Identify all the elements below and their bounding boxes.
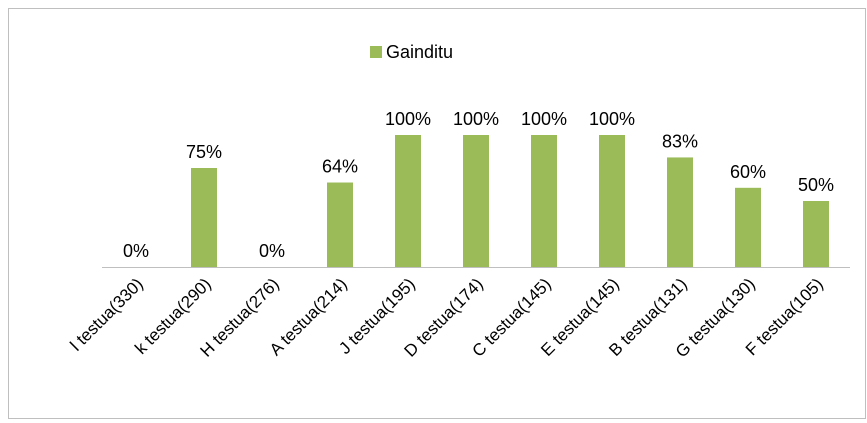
bar	[191, 168, 217, 267]
data-label: 60%	[730, 162, 766, 182]
data-label: 100%	[521, 109, 567, 129]
bar	[667, 157, 693, 267]
data-label: 100%	[453, 109, 499, 129]
bar	[599, 135, 625, 267]
data-label: 0%	[259, 241, 285, 261]
bar	[327, 182, 353, 267]
bar	[395, 135, 421, 267]
data-label: 100%	[589, 109, 635, 129]
legend-label: Gainditu	[386, 42, 453, 62]
data-label: 83%	[662, 131, 698, 151]
data-label: 0%	[123, 241, 149, 261]
data-label: 50%	[798, 175, 834, 195]
bar	[803, 201, 829, 267]
bar	[531, 135, 557, 267]
data-label: 64%	[322, 157, 358, 177]
bar	[735, 187, 761, 267]
data-label: 100%	[385, 109, 431, 129]
chart-frame	[8, 8, 866, 419]
bar	[463, 135, 489, 267]
legend-swatch	[370, 46, 382, 58]
data-label: 75%	[186, 142, 222, 162]
